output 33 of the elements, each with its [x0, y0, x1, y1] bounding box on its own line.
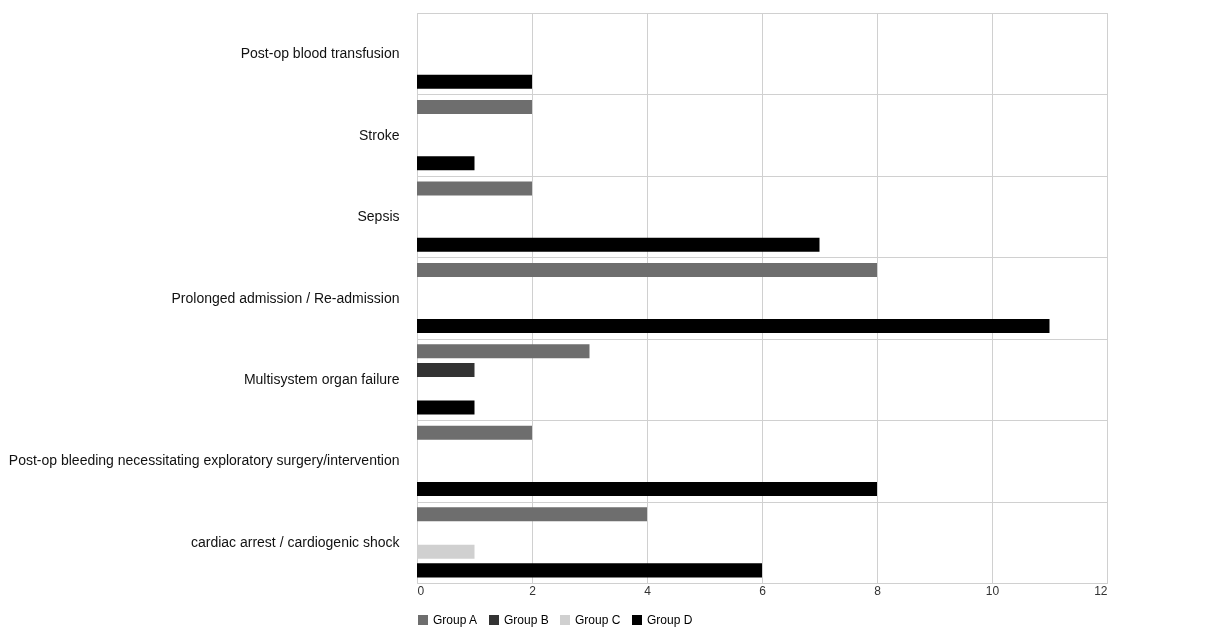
y-tick-label: Post-op bleeding necessitating exploratory surgery/intervention — [8, 452, 400, 469]
bar — [417, 100, 532, 115]
bar — [417, 481, 877, 496]
bar — [417, 319, 1050, 334]
x-tick-label: 2 — [529, 583, 537, 598]
x-tick-label: 10 — [985, 583, 1000, 598]
bar — [417, 425, 532, 440]
y-tick-label: Post-op blood transfusion — [240, 45, 400, 62]
bar — [417, 237, 820, 252]
y-tick-label: Stroke — [359, 126, 400, 143]
bar — [417, 400, 475, 415]
x-tick-label: 4 — [644, 583, 652, 598]
x-tick-label: 12 — [1094, 583, 1108, 598]
x-tick-label: 6 — [759, 583, 767, 598]
bar — [417, 363, 475, 378]
legend-label: Group C — [575, 613, 621, 627]
y-tick-label: Sepsis — [357, 208, 400, 225]
y-tick-label: Prolonged admission / Re-admission — [171, 289, 400, 306]
bar — [417, 344, 590, 359]
bar — [417, 262, 877, 277]
legend-label: Group D — [647, 613, 693, 627]
bar — [417, 507, 647, 522]
bar — [417, 181, 532, 196]
legend-label: Group B — [504, 613, 549, 627]
bar — [417, 544, 475, 559]
y-tick-label: cardiac arrest / cardiogenic shock — [190, 533, 401, 550]
x-tick-label: 8 — [874, 583, 882, 598]
x-tick-label: 0 — [417, 583, 425, 598]
bar — [417, 156, 475, 171]
legend-label: Group A — [433, 613, 478, 627]
bar — [417, 74, 532, 89]
bar — [417, 563, 762, 578]
y-tick-label: Multisystem organ failure — [243, 370, 400, 387]
